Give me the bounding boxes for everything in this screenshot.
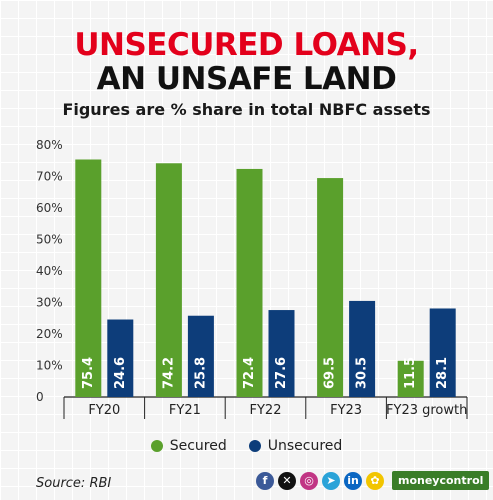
x-icon[interactable]: ✕ [278, 471, 296, 490]
unsecured-swatch [248, 440, 261, 452]
y-tick-label: 80% [36, 138, 63, 152]
x-tick-label: FY21 [169, 403, 201, 418]
title-line-2: AN UNSAFE LAND [96, 61, 397, 97]
telegram-icon[interactable]: ➤ [322, 471, 340, 490]
instagram-icon[interactable]: ◎ [300, 471, 318, 490]
data-label: 25.8 [193, 357, 208, 389]
legend-item-secured: Secured [150, 438, 227, 454]
y-tick-label: 0 [36, 390, 44, 404]
bar-secured [236, 168, 263, 397]
x-tick-label: FY23 [330, 403, 362, 418]
data-label: 24.6 [113, 357, 128, 389]
title-line-1: UNSECURED LOANS, [74, 27, 419, 63]
legend-item-unsecured: Unsecured [248, 438, 343, 454]
bar-secured [317, 178, 344, 397]
data-label: 69.5 [323, 357, 338, 389]
secured-swatch [150, 440, 163, 452]
data-label: 72.4 [242, 357, 257, 389]
bar-secured [155, 163, 182, 397]
data-label: 30.5 [355, 357, 370, 389]
linkedin-icon[interactable]: in [344, 471, 362, 490]
y-tick-label: 50% [36, 233, 63, 247]
bar-secured [397, 360, 424, 397]
bar-unsecured [349, 300, 376, 397]
y-tick-label: 10% [36, 359, 63, 373]
y-tick-label: 20% [36, 327, 63, 341]
source-note: Source: RBI [36, 476, 112, 491]
snapchat-icon[interactable]: ✿ [366, 471, 384, 490]
facebook-icon[interactable]: f [256, 471, 274, 490]
bar-unsecured [268, 310, 295, 397]
bar-unsecured [107, 319, 134, 397]
data-label: 74.2 [161, 357, 176, 389]
x-tick-label: FY20 [88, 403, 120, 418]
social-links: f ✕ ◎ ➤ in ✿ moneycontrol [256, 471, 490, 490]
moneycontrol-logo[interactable]: moneycontrol [392, 471, 490, 490]
chart-legend: Secured Unsecured [0, 438, 493, 454]
bar-secured [75, 159, 102, 397]
y-tick-label: 30% [36, 296, 63, 310]
chart-subtitle: Figures are % share in total NBFC assets [62, 100, 431, 119]
y-tick-label: 60% [36, 201, 63, 215]
data-label: 28.1 [435, 357, 450, 389]
y-tick-label: 70% [36, 170, 63, 184]
data-label: 11.5 [403, 357, 418, 389]
y-tick-label: 40% [36, 264, 63, 278]
legend-label-secured: Secured [169, 438, 227, 454]
x-tick-label: FY23 growth [386, 403, 467, 418]
data-label: 75.4 [81, 357, 96, 389]
bar-unsecured [429, 308, 456, 397]
legend-label-unsecured: Unsecured [267, 438, 343, 454]
x-tick-label: FY22 [250, 403, 282, 418]
bar-unsecured [187, 315, 214, 397]
data-label: 27.6 [274, 357, 289, 389]
